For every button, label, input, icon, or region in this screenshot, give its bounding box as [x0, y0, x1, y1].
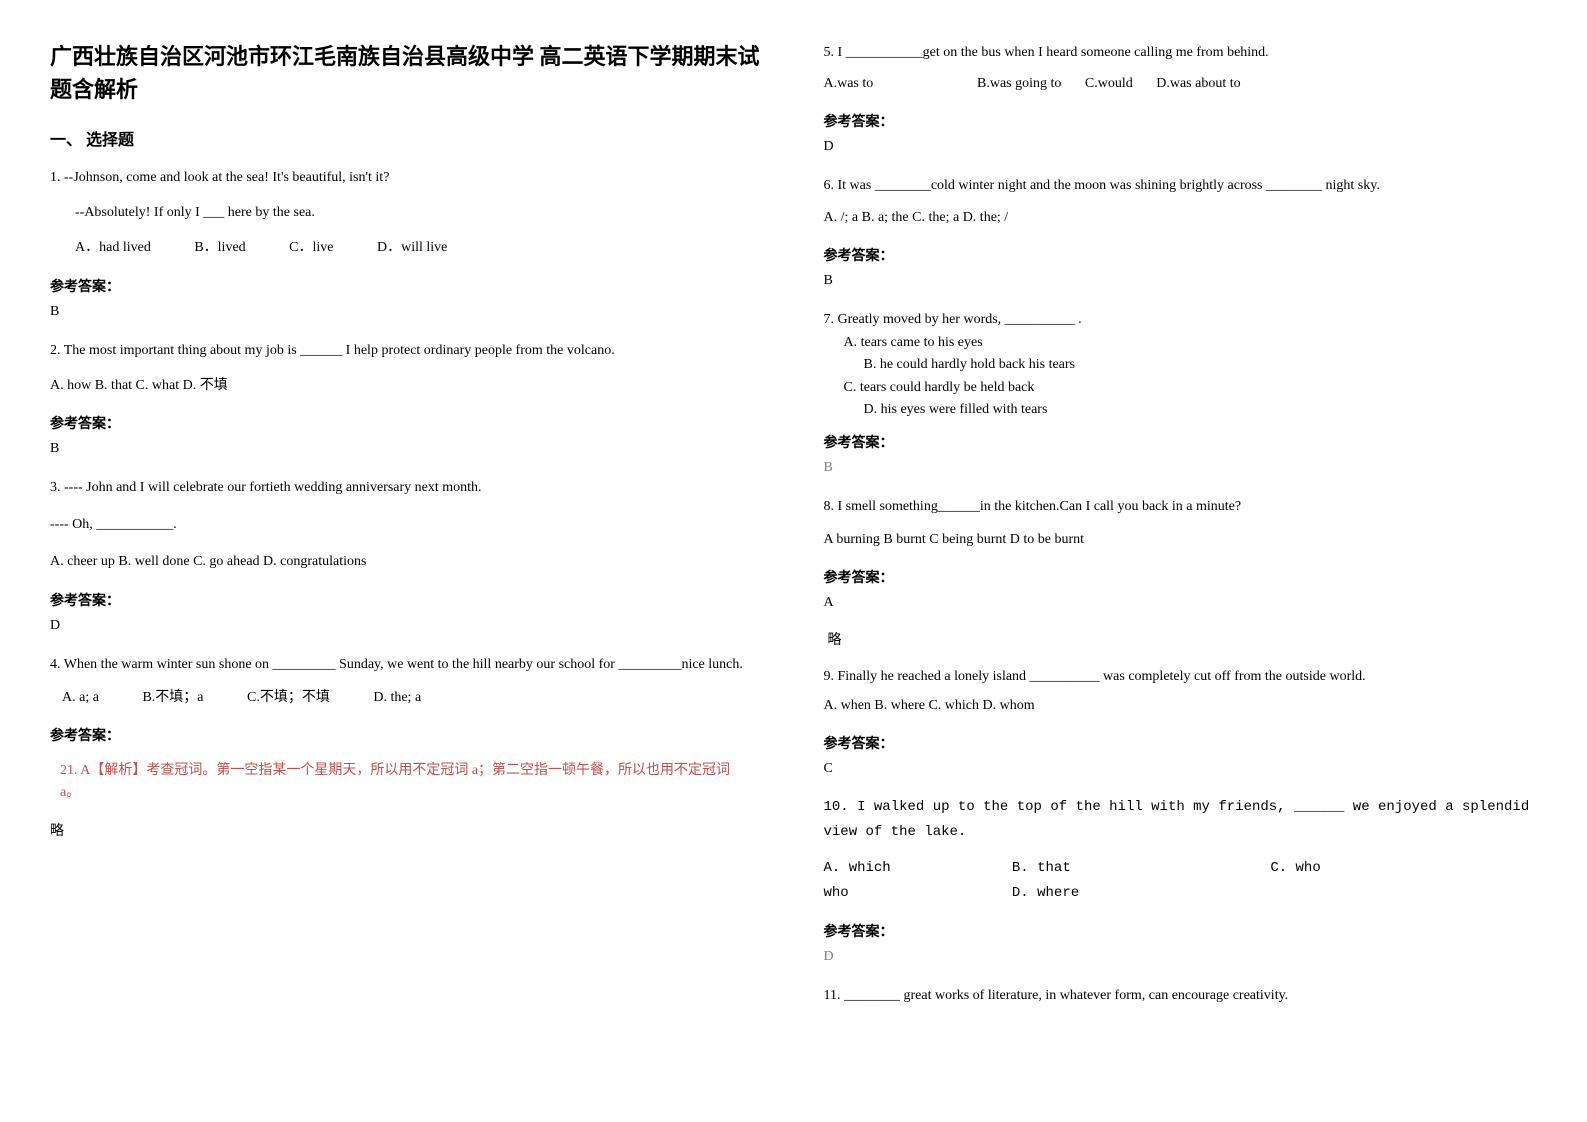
- q5-text: 5. I ___________get on the bus when I he…: [824, 40, 1538, 65]
- q4-explanation: 21. A【解析】考查冠词。第一空指某一个星期天，所以用不定冠词 a；第二空指一…: [50, 755, 764, 810]
- q1-opt-b: B．lived: [194, 240, 245, 255]
- q4-omit: 略: [50, 820, 764, 840]
- q4-opt-a: A. a; a: [62, 690, 99, 705]
- q5-opt-a: A.was to: [824, 71, 974, 96]
- q4-exp-text: 21. A【解析】考查冠词。第一空指某一个星期天，所以用不定冠词 a；第二空指一…: [60, 763, 730, 800]
- q10-opt-b: B. that: [1012, 856, 1262, 881]
- q7-opt-d: D. his eyes were filled with tears: [844, 399, 1538, 421]
- q10-opt-c: C. who: [1270, 860, 1320, 876]
- q2-answer: B: [50, 441, 764, 457]
- question-10: 10. I walked up to the top of the hill w…: [824, 795, 1538, 906]
- q9-opts: A. when B. where C. which D. whom: [824, 693, 1538, 718]
- q1-answer-label: 参考答案：: [50, 276, 764, 296]
- q1-opt-d: D．will live: [377, 240, 447, 255]
- q9-answer-label: 参考答案：: [824, 733, 1538, 753]
- q1-answer: B: [50, 304, 764, 320]
- q1-opt-a: A．had lived: [75, 240, 151, 255]
- q5-opt-b: B.was going to: [977, 76, 1061, 91]
- q4-opt-b: B.不填；a: [142, 690, 203, 705]
- q10-opt-a: A. which: [824, 856, 1004, 881]
- question-2: 2. The most important thing about my job…: [50, 338, 764, 398]
- question-11: 11. ________ great works of literature, …: [824, 983, 1538, 1008]
- q1-line2: --Absolutely! If only I ___ here by the …: [50, 200, 764, 225]
- question-7: 7. Greatly moved by her words, _________…: [824, 307, 1538, 422]
- q7-opt-c: C. tears could hardly be held back: [844, 377, 1538, 399]
- section-header: 一、 选择题: [50, 126, 764, 150]
- q6-answer: B: [824, 273, 1538, 289]
- q10-opt-c2: who: [824, 881, 1004, 906]
- q3-answer: D: [50, 618, 764, 634]
- q2-text: 2. The most important thing about my job…: [50, 338, 764, 363]
- document-title: 广西壮族自治区河池市环江毛南族自治县高级中学 高二英语下学期期末试题含解析: [50, 40, 764, 106]
- q1-line1: 1. --Johnson, come and look at the sea! …: [50, 165, 764, 190]
- q7-opt-b: B. he could hardly hold back his tears: [844, 354, 1538, 376]
- q7-text: 7. Greatly moved by her words, _________…: [824, 307, 1538, 332]
- q3-line1: 3. ---- John and I will celebrate our fo…: [50, 475, 764, 500]
- q7-opt-a: A. tears came to his eyes: [844, 332, 1538, 354]
- page-container: 广西壮族自治区河池市环江毛南族自治县高级中学 高二英语下学期期末试题含解析 一、…: [50, 40, 1537, 1023]
- q9-answer: C: [824, 761, 1538, 777]
- q4-answer-label: 参考答案：: [50, 725, 764, 745]
- question-3: 3. ---- John and I will celebrate our fo…: [50, 475, 764, 575]
- q8-omit: 略: [824, 629, 1538, 649]
- q4-opt-c: C.不填；不填: [247, 690, 330, 705]
- q10-text: 10. I walked up to the top of the hill w…: [824, 795, 1538, 845]
- question-9: 9. Finally he reached a lonely island __…: [824, 664, 1538, 718]
- q8-answer: A: [824, 595, 1538, 611]
- q7-answer: B: [824, 460, 1538, 476]
- q1-opt-c: C．live: [289, 240, 333, 255]
- q10-answer: D: [824, 949, 1538, 965]
- question-6: 6. It was ________cold winter night and …: [824, 173, 1538, 229]
- q8-text: 8. I smell something______in the kitchen…: [824, 494, 1538, 519]
- question-8: 8. I smell something______in the kitchen…: [824, 494, 1538, 552]
- q10-answer-label: 参考答案：: [824, 921, 1538, 941]
- q3-line2: ---- Oh, ___________.: [50, 512, 764, 537]
- question-4: 4. When the warm winter sun shone on ___…: [50, 652, 764, 710]
- q8-answer-label: 参考答案：: [824, 567, 1538, 587]
- q4-line1: 4. When the warm winter sun shone on ___…: [50, 652, 764, 677]
- q5-opt-c: C.would: [1085, 76, 1133, 91]
- q6-answer-label: 参考答案：: [824, 245, 1538, 265]
- question-1: 1. --Johnson, come and look at the sea! …: [50, 165, 764, 261]
- q6-opts: A. /; a B. a; the C. the; a D. the; /: [824, 205, 1538, 230]
- q8-opts: A burning B burnt C being burnt D to be …: [824, 527, 1538, 552]
- left-column: 广西壮族自治区河池市环江毛南族自治县高级中学 高二英语下学期期末试题含解析 一、…: [50, 40, 764, 1023]
- q2-answer-label: 参考答案：: [50, 413, 764, 433]
- q3-answer-label: 参考答案：: [50, 590, 764, 610]
- q5-answer: D: [824, 139, 1538, 155]
- q4-opt-d: D. the; a: [373, 690, 421, 705]
- q7-answer-label: 参考答案：: [824, 432, 1538, 452]
- q3-opts: A. cheer up B. well done C. go ahead D. …: [50, 549, 764, 574]
- q5-answer-label: 参考答案：: [824, 111, 1538, 131]
- q10-opt-d: D. where: [1012, 885, 1079, 901]
- q9-text: 9. Finally he reached a lonely island __…: [824, 664, 1538, 689]
- right-column: 5. I ___________get on the bus when I he…: [824, 40, 1538, 1023]
- q5-opt-d: D.was about to: [1156, 76, 1240, 91]
- question-5: 5. I ___________get on the bus when I he…: [824, 40, 1538, 96]
- q6-line1: 6. It was ________cold winter night and …: [824, 173, 1538, 198]
- q2-opts: A. how B. that C. what D. 不填: [50, 373, 764, 398]
- q11-text: 11. ________ great works of literature, …: [824, 983, 1538, 1008]
